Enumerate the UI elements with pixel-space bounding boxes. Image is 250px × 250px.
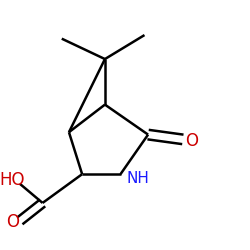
Text: O: O	[6, 213, 19, 231]
Text: HO: HO	[0, 171, 25, 189]
Text: O: O	[185, 132, 198, 150]
Text: NH: NH	[126, 172, 150, 186]
